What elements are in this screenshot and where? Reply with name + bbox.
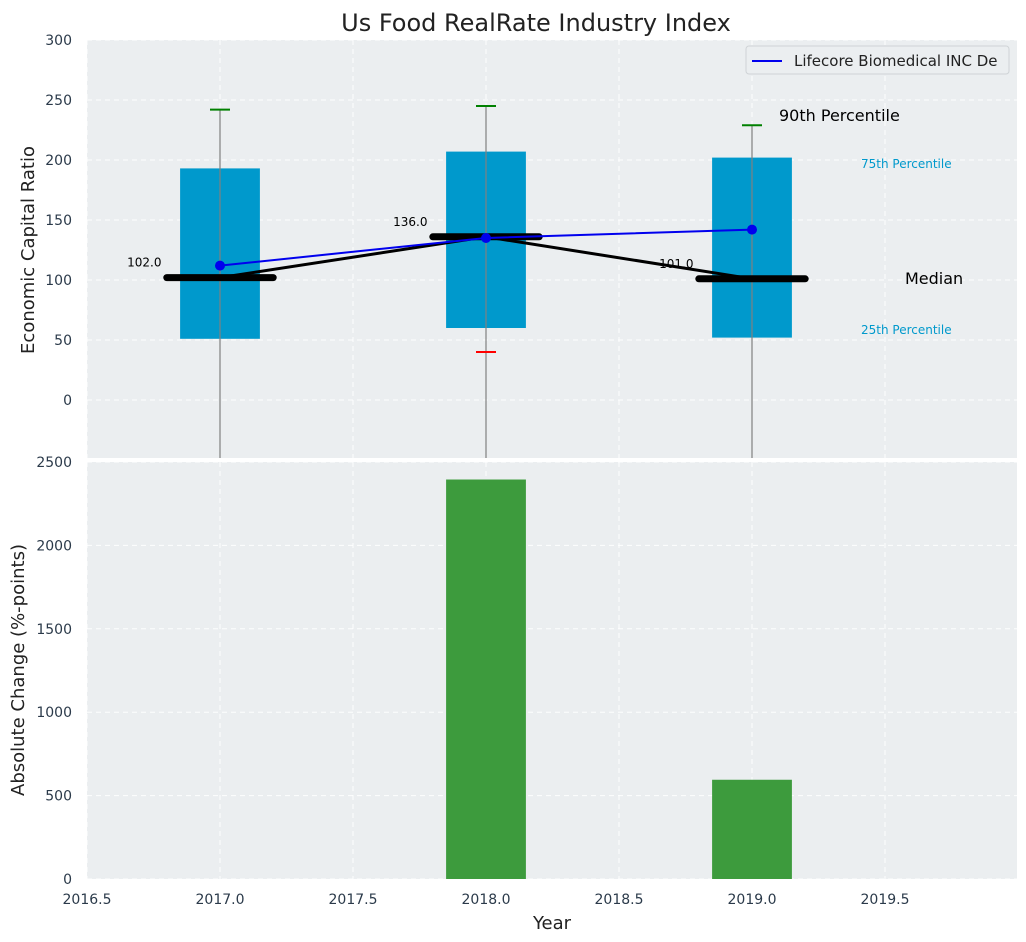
median-value-label: 136.0 [393,215,427,229]
percentile-annotations: 90th Percentile 75th Percentile Median 25th… [779,106,963,337]
series-point-lifecore [481,233,491,243]
top-y-tick-label: 200 [45,153,72,169]
bottom-y-tick-label: 1000 [36,705,72,721]
top-y-ticks: 0 50 100 150 200 250 300 [45,33,72,409]
top-y-tick-label: 100 [45,273,72,289]
x-tick-label: 2017.5 [329,892,378,908]
series-point-lifecore [747,224,757,235]
bottom-y-tick-label: 2500 [36,455,72,471]
chart-title: Us Food RealRate Industry Index [341,9,731,37]
series-lines: 102.0 136.0 101.0 [127,215,809,283]
bottom-y-ticks: 0 500 1000 1500 2000 2500 [36,455,72,888]
top-y-tick-label: 250 [45,93,72,109]
bottom-y-tick-label: 0 [63,872,72,888]
x-tick-label: 2016.5 [63,892,112,908]
top-y-tick-label: 300 [45,33,72,49]
change-bar [712,779,792,879]
annotation-label: 90th Percentile [779,106,900,125]
series-point-lifecore [215,260,225,271]
x-tick-label: 2019.5 [861,892,910,908]
top-y-tick-label: 0 [63,393,72,409]
annotation-label: 25th Percentile [861,323,952,337]
median-value-label: 101.0 [659,257,693,271]
legend-entry-lifecore: Lifecore Biomedical INC De [794,52,998,70]
top-y-tick-label: 150 [45,213,72,229]
annotation-label: Median [905,269,963,288]
annotation-label: 75th Percentile [861,157,952,171]
x-ticks: 2016.5 2017.0 2017.5 2018.0 2018.5 2019.0 2019… [63,892,910,908]
legend-box [745,45,1010,75]
bottom-y-tick-label: 1500 [36,622,72,638]
x-axis-label: Year [532,913,572,934]
legend: Lifecore Biomedical INC De [745,45,1010,75]
x-tick-label: 2019.0 [728,892,777,908]
bottom-y-tick-label: 500 [45,789,72,805]
change-bars [446,479,792,879]
bottom-y-tick-label: 2000 [36,538,72,554]
x-tick-label: 2018.5 [595,892,644,908]
bottom-plot-area [87,462,1017,879]
x-tick-label: 2018.0 [462,892,511,908]
x-tick-label: 2017.0 [196,892,245,908]
top-y-tick-label: 50 [54,333,72,349]
change-bar [446,479,526,879]
top-y-axis-label: Economic Capital Ratio [18,146,39,354]
median-value-label: 102.0 [127,256,161,270]
bottom-y-axis-label: Absolute Change (%-points) [8,544,29,796]
